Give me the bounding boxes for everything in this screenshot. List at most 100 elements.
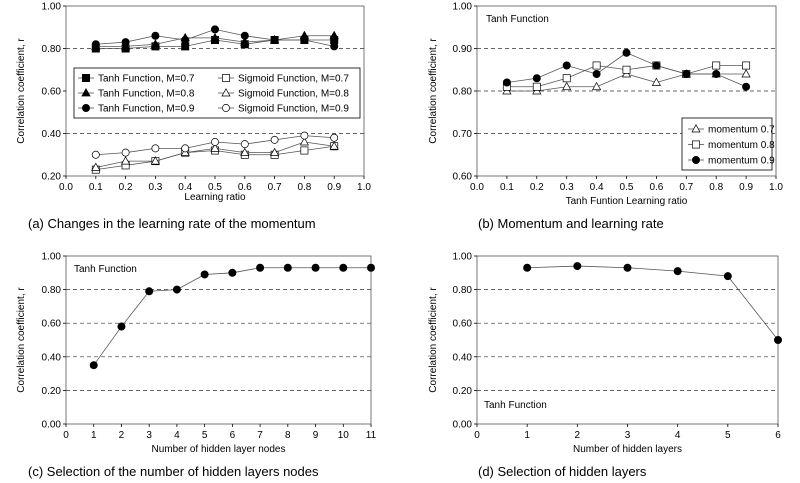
legend-marker [222, 104, 230, 112]
annotation-text: Tanh Function [74, 264, 137, 275]
data-point [240, 140, 249, 149]
x-tick-label: 1 [524, 430, 530, 441]
x-tick-label: 6 [775, 430, 781, 441]
data-point [151, 31, 160, 40]
chart-caption: (b) Momentum and learning rate [478, 216, 664, 231]
data-point [366, 263, 375, 272]
x-tick-label: 0.4 [590, 182, 604, 193]
chart-c: 0.00 0.20 0.40 0.60 0.80 1.00 0 1 2 3 4 5 6 7 8 9 10 11 Nu… [16, 252, 377, 480]
x-tick-label: 0.4 [178, 182, 192, 193]
y-axis-label: Correlation coefficient, r [16, 287, 27, 393]
x-tick-label: 2 [575, 430, 581, 441]
data-point [283, 263, 292, 272]
legend-entry: momentum 0.7 [708, 125, 775, 136]
data-point [652, 61, 661, 70]
x-tick-label: 6 [230, 430, 236, 441]
x-tick-label: 5 [202, 430, 208, 441]
y-tick-label: 0.80 [42, 44, 62, 55]
x-tick-label: 0.5 [620, 182, 634, 193]
data-point [742, 61, 751, 70]
y-tick-label: 0.20 [42, 386, 62, 397]
legend-entry: momentum 0.9 [708, 156, 775, 167]
y-tick-label: 0.60 [453, 319, 473, 330]
x-tick-label: 0.8 [297, 182, 311, 193]
x-tick-label: 0.5 [208, 182, 222, 193]
y-tick-label: 0.20 [42, 172, 62, 183]
x-tick-label: 1.0 [769, 182, 783, 193]
annotation-text: Tanh Function [484, 400, 547, 411]
data-point [299, 137, 309, 146]
data-point [270, 147, 280, 156]
data-point [712, 61, 721, 70]
y-tick-label: 0.00 [453, 420, 473, 431]
data-point [121, 156, 131, 165]
x-tick-label: 0.7 [268, 182, 282, 193]
data-point [311, 263, 320, 272]
data-point [651, 77, 661, 86]
chart-caption: (d) Selection of hidden layers [478, 464, 647, 479]
data-point [228, 268, 237, 277]
data-point [300, 36, 309, 45]
x-tick-label: 11 [366, 430, 377, 441]
x-tick-label: 0.9 [739, 182, 753, 193]
x-tick-label: 1.0 [357, 182, 371, 193]
y-tick-label: 1.00 [453, 2, 473, 13]
data-point [532, 74, 541, 83]
data-point [240, 147, 250, 156]
data-point [121, 38, 130, 47]
legend-entry: Tanh Function, M=0.8 [98, 89, 195, 100]
x-tick-label: 10 [338, 430, 350, 441]
data-point [562, 61, 571, 70]
chart-d: 0.00 0.20 0.40 0.60 0.80 1.00 0 1 2 3 4 5 6 Number of… [428, 252, 783, 479]
legend-entry: Tanh Function, M=0.7 [98, 74, 195, 85]
y-tick-label: 0.40 [42, 129, 62, 140]
data-point [211, 138, 219, 146]
data-point [172, 285, 181, 294]
data-point [181, 144, 190, 153]
data-point [592, 70, 601, 79]
data-point [117, 322, 126, 331]
data-point [330, 133, 339, 142]
data-point [329, 141, 339, 150]
legend-entry: Sigmoid Function, M=0.7 [238, 74, 349, 85]
y-axis-label: Correlation coefficient, r [16, 38, 27, 144]
data-point [622, 65, 631, 74]
data-point [181, 36, 190, 45]
data-point [712, 70, 721, 79]
data-point [502, 78, 511, 87]
data-point [622, 48, 631, 57]
y-tick-label: 0.60 [42, 319, 62, 330]
x-axis-label: Number of hidden layers [573, 444, 682, 455]
data-point [623, 263, 632, 272]
data-point [723, 272, 732, 281]
x-tick-label: 0.3 [560, 182, 574, 193]
x-tick-label: 3 [625, 430, 631, 441]
data-point [89, 361, 98, 370]
data-point [91, 40, 100, 49]
data-point [240, 31, 249, 40]
legend [73, 67, 361, 119]
y-tick-label: 0.40 [42, 352, 62, 363]
legend-marker [691, 124, 701, 133]
data-point [742, 82, 751, 91]
x-tick-label: 5 [725, 430, 731, 441]
data-point [91, 162, 101, 171]
data-point [330, 42, 339, 51]
x-axis-label: Number of hidden layer nodes [152, 444, 286, 455]
data-point [300, 146, 309, 155]
data-point [256, 263, 265, 272]
y-tick-label: 0.60 [42, 87, 62, 98]
y-axis-label: Correlation coefficient, r [428, 38, 439, 144]
data-point [592, 81, 602, 91]
x-tick-label: 0.3 [148, 182, 162, 193]
x-tick-label: 0.6 [238, 182, 252, 193]
data-point [150, 39, 161, 48]
x-tick-label: 0 [474, 430, 480, 441]
data-point [150, 156, 160, 165]
data-point [91, 150, 100, 159]
data-point [673, 267, 682, 276]
y-tick-label: 1.00 [42, 252, 62, 263]
legend-marker [222, 74, 230, 82]
chart-a: 0.20 0.40 0.60 0.80 1.00 0.0 0.1 0.2 0.3 0.4 0.5 0.… [16, 2, 371, 232]
x-tick-label: 4 [174, 430, 180, 441]
